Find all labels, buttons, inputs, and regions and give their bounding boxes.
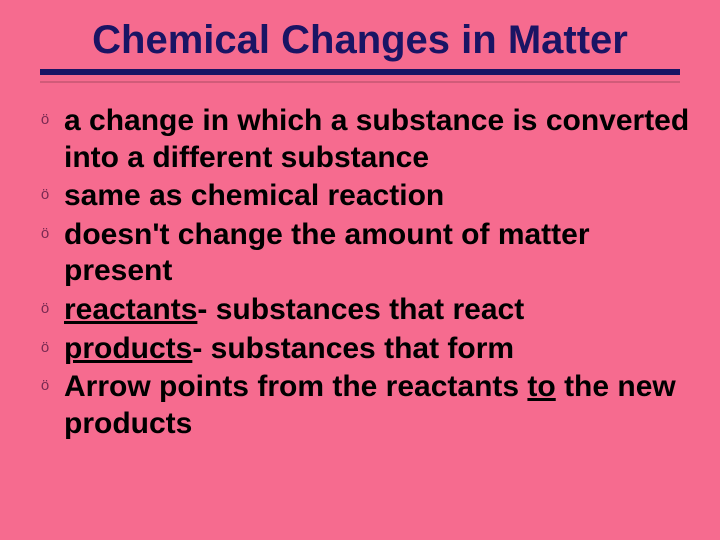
list-item: ö same as chemical reaction: [34, 178, 692, 215]
arrow-bullet-icon: ö: [34, 300, 56, 318]
bullet-list: ö a change in which a substance is conve…: [28, 103, 692, 442]
list-item: ö reactants- substances that react: [34, 292, 692, 329]
arrow-bullet-icon: ö: [34, 111, 56, 129]
list-item: ö Arrow points from the reactants to the…: [34, 369, 692, 442]
bullet-text: products- substances that form: [64, 331, 692, 368]
arrow-bullet-icon: ö: [34, 186, 56, 204]
bullet-text: same as chemical reaction: [64, 178, 692, 215]
bullet-text: Arrow points from the reactants to the n…: [64, 369, 692, 442]
list-item: ö products- substances that form: [34, 331, 692, 368]
bullet-text: a change in which a substance is convert…: [64, 103, 692, 176]
bullet-text: doesn't change the amount of matter pres…: [64, 217, 692, 290]
slide: Chemical Changes in Matter ö a change in…: [0, 0, 720, 540]
list-item: ö a change in which a substance is conve…: [34, 103, 692, 176]
title-rule-shadow: [40, 81, 680, 83]
list-item: ö doesn't change the amount of matter pr…: [34, 217, 692, 290]
arrow-bullet-icon: ö: [34, 377, 56, 395]
slide-title: Chemical Changes in Matter: [28, 18, 692, 63]
arrow-bullet-icon: ö: [34, 339, 56, 357]
arrow-bullet-icon: ö: [34, 225, 56, 243]
title-rule: [40, 69, 680, 75]
bullet-text: reactants- substances that react: [64, 292, 692, 329]
